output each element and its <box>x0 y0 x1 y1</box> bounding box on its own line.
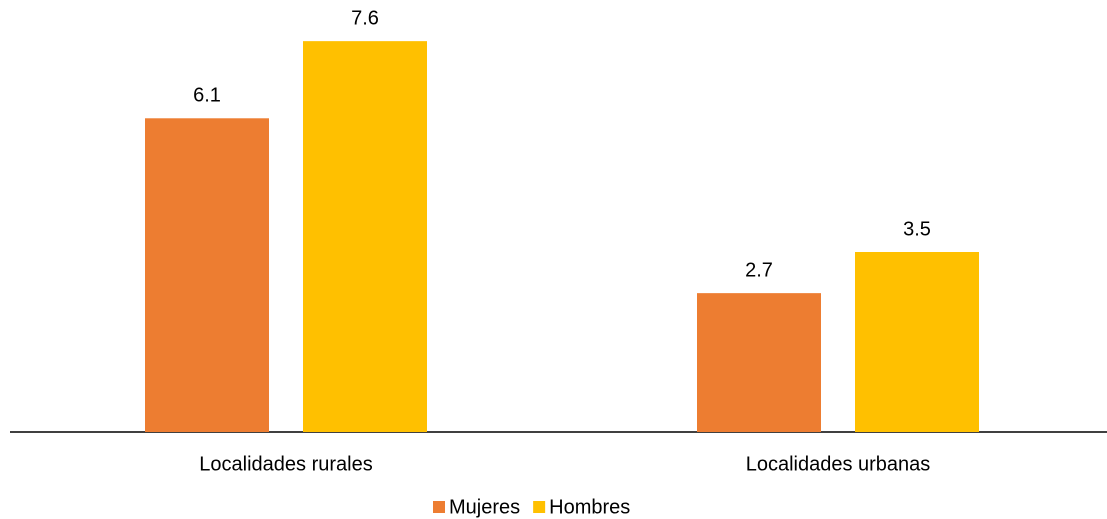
legend-swatch <box>533 501 546 513</box>
legend-label: Hombres <box>549 496 630 518</box>
data-label: 7.6 <box>351 7 379 29</box>
bar <box>303 41 427 433</box>
bar <box>697 293 821 432</box>
legend-label: Mujeres <box>449 496 520 518</box>
data-label: 3.5 <box>903 218 931 240</box>
bar <box>855 252 979 432</box>
legend-swatch <box>433 501 445 513</box>
x-tick-label: Localidades rurales <box>199 453 372 475</box>
bar <box>145 118 269 433</box>
x-tick-label: Localidades urbanas <box>746 453 931 475</box>
data-label: 6.1 <box>193 85 221 107</box>
data-label: 2.7 <box>745 259 773 281</box>
